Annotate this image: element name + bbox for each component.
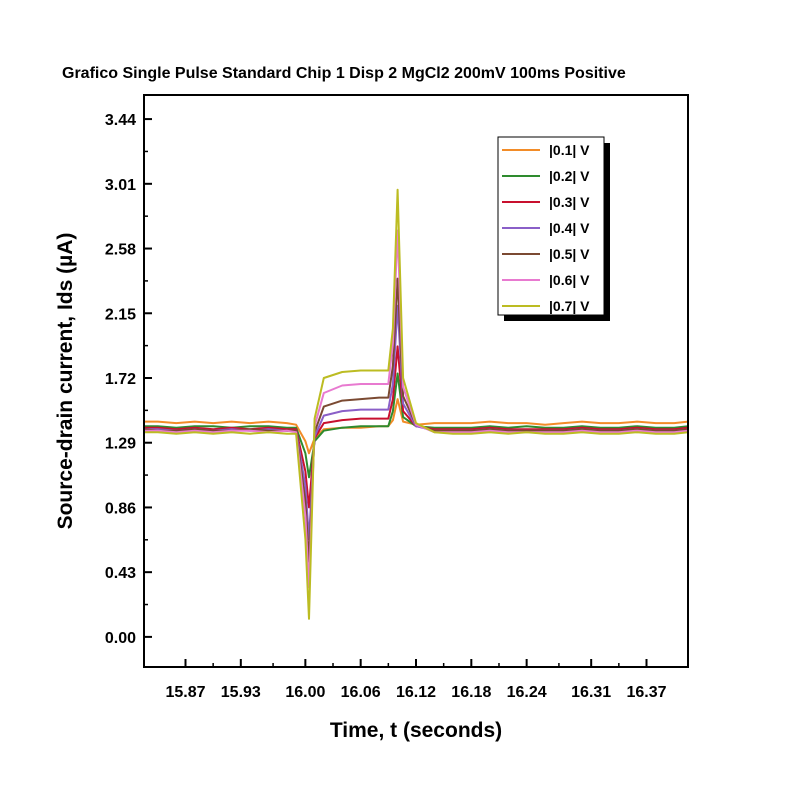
series-line-6: [144, 229, 689, 589]
x-axis: 15.87 15.93 16.00 16.06 16.12 16.18 16.24 16.31…: [165, 659, 667, 701]
y-tick-label: 0.00: [105, 630, 136, 647]
legend-label: |0.5| V: [549, 246, 590, 262]
legend-label: |0.4| V: [549, 220, 590, 236]
x-tick-label: 16.06: [341, 684, 381, 701]
series-line-7: [144, 188, 689, 620]
x-tick-label: 16.37: [626, 684, 666, 701]
x-tick-label: 16.00: [285, 684, 325, 701]
y-tick-label: 3.01: [105, 177, 136, 194]
y-tick-label: 1.29: [105, 436, 136, 453]
series-line-5: [143, 277, 689, 563]
series-line-2: [144, 372, 689, 479]
plot-area: [143, 188, 689, 620]
chart-title: Grafico Single Pulse Standard Chip 1 Dis…: [62, 65, 626, 82]
y-tick-label: 3.44: [105, 112, 136, 129]
legend-label: |0.1| V: [549, 142, 590, 158]
y-tick-label: 0.86: [105, 500, 136, 517]
series-line-1: [144, 398, 689, 455]
legend-box: [497, 136, 605, 316]
y-axis-title: Source-drain current, Ids (µA): [54, 233, 77, 530]
x-axis-title: Time, t (seconds): [330, 719, 502, 742]
x-tick-label: 16.18: [451, 684, 491, 701]
x-tick-label: 16.12: [396, 684, 436, 701]
x-tick-label: 16.31: [571, 684, 611, 701]
y-axis: 0.00 0.43 0.86 1.29 1.72 2.15 2.58 3.01 3.44: [105, 112, 152, 647]
y-tick-label: 1.72: [105, 371, 136, 388]
x-tick-label: 16.24: [507, 684, 547, 701]
legend-label: |0.6| V: [549, 272, 590, 288]
y-tick-label: 0.43: [105, 565, 136, 582]
y-tick-label: 2.58: [105, 242, 136, 259]
y-tick-label: 2.15: [105, 306, 136, 323]
x-tick-label: 15.87: [165, 684, 205, 701]
legend-label: |0.2| V: [549, 168, 590, 184]
legend-label: |0.7| V: [549, 298, 590, 314]
x-tick-label: 15.93: [221, 684, 261, 701]
legend: |0.1| V |0.2| V |0.3| V |0.4| V |0.5| V |0.6|…: [497, 136, 610, 321]
legend-label: |0.3| V: [549, 194, 590, 210]
